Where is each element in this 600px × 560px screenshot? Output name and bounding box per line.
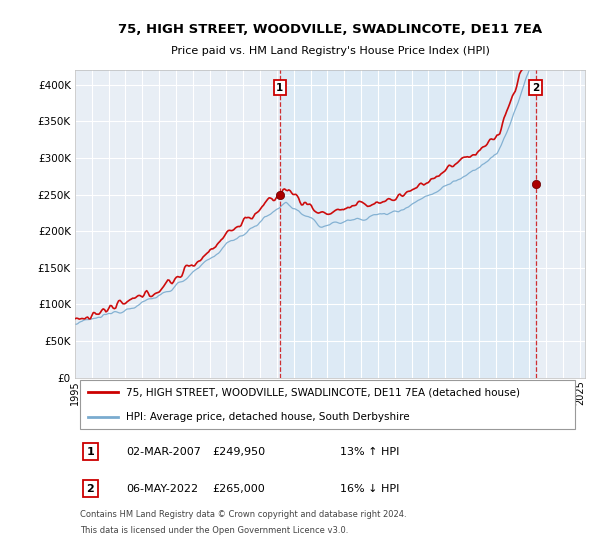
FancyBboxPatch shape: [80, 380, 575, 429]
Text: £249,950: £249,950: [213, 447, 266, 456]
Text: 13% ↑ HPI: 13% ↑ HPI: [340, 447, 400, 456]
Text: 1: 1: [276, 82, 283, 92]
Text: £265,000: £265,000: [213, 483, 265, 493]
Text: 2: 2: [532, 82, 539, 92]
Text: 06-MAY-2022: 06-MAY-2022: [126, 483, 198, 493]
Text: 02-MAR-2007: 02-MAR-2007: [126, 447, 201, 456]
Text: HPI: Average price, detached house, South Derbyshire: HPI: Average price, detached house, Sout…: [126, 412, 410, 422]
Text: Contains HM Land Registry data © Crown copyright and database right 2024.: Contains HM Land Registry data © Crown c…: [80, 510, 407, 519]
Text: 2: 2: [86, 483, 94, 493]
Bar: [280, 70, 536, 377]
Text: This data is licensed under the Open Government Licence v3.0.: This data is licensed under the Open Gov…: [80, 526, 349, 535]
Text: 1: 1: [86, 447, 94, 456]
Text: 75, HIGH STREET, WOODVILLE, SWADLINCOTE, DE11 7EA (detached house): 75, HIGH STREET, WOODVILLE, SWADLINCOTE,…: [126, 387, 520, 397]
Text: 16% ↓ HPI: 16% ↓ HPI: [340, 483, 400, 493]
Text: 75, HIGH STREET, WOODVILLE, SWADLINCOTE, DE11 7EA: 75, HIGH STREET, WOODVILLE, SWADLINCOTE,…: [118, 24, 542, 36]
Text: Price paid vs. HM Land Registry's House Price Index (HPI): Price paid vs. HM Land Registry's House …: [170, 46, 490, 56]
